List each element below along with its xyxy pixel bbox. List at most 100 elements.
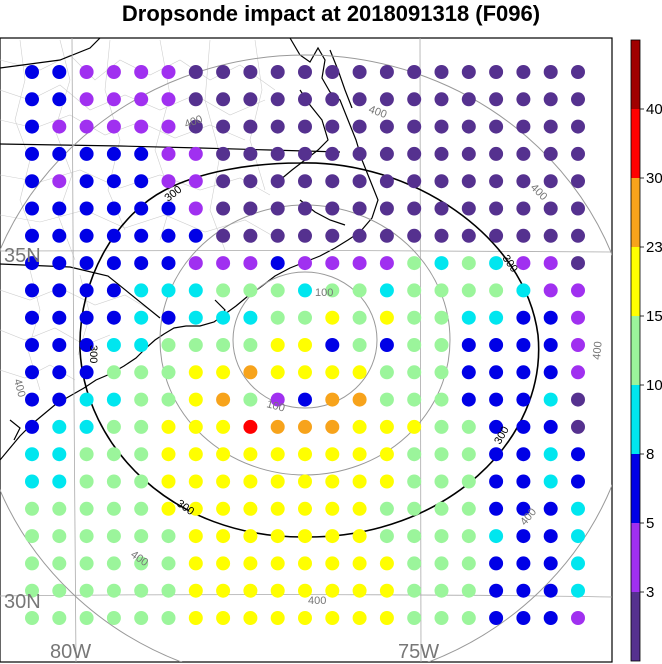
- impact-dot: [52, 228, 67, 243]
- impact-dot: [516, 119, 531, 134]
- colorbar: 3 5 8 10 15 23 30 40: [630, 39, 662, 662]
- impact-dot: [52, 283, 67, 298]
- impact-dot: [25, 228, 39, 243]
- impact-dot: [161, 365, 176, 380]
- impact-dot: [461, 119, 476, 134]
- impact-dot: [352, 92, 367, 107]
- ring-label-gray: 400: [11, 378, 27, 399]
- impact-dot: [243, 611, 258, 625]
- impact-dot: [161, 556, 176, 571]
- impact-dot: [106, 338, 121, 352]
- impact-dot: [434, 392, 449, 407]
- impact-dot: [489, 146, 504, 161]
- impact-dot: [543, 529, 558, 544]
- impact-dot: [134, 529, 149, 544]
- impact-dot: [352, 583, 367, 598]
- impact-dot: [161, 174, 176, 189]
- impact-dot: [434, 146, 449, 161]
- impact-dot: [243, 474, 258, 489]
- impact-dot: [571, 65, 585, 79]
- impact-dot: [106, 611, 121, 625]
- impact-dot: [25, 256, 39, 271]
- impact-dot: [216, 201, 231, 216]
- impact-dot: [216, 92, 231, 107]
- impact-dot: [543, 365, 558, 380]
- impact-dot: [52, 611, 67, 625]
- impact-dot: [79, 146, 94, 161]
- colorbar-segment: [631, 385, 640, 454]
- impact-dot: [461, 310, 476, 325]
- impact-dot: [379, 119, 394, 134]
- impact-dot: [79, 556, 94, 571]
- impact-dot: [325, 283, 340, 298]
- impact-dot: [325, 501, 340, 516]
- impact-dot: [461, 447, 476, 462]
- impact-dot: [461, 146, 476, 161]
- impact-dot: [571, 92, 585, 107]
- impact-dot: [489, 310, 504, 325]
- impact-dot: [25, 146, 39, 161]
- impact-dot: [134, 228, 149, 243]
- impact-dot: [188, 119, 203, 134]
- impact-dot: [571, 119, 585, 134]
- impact-dot: [161, 529, 176, 544]
- impact-dot: [270, 201, 285, 216]
- impact-dot: [461, 65, 476, 79]
- impact-dot: [188, 529, 203, 544]
- impact-dot: [243, 310, 258, 325]
- impact-dot: [188, 65, 203, 79]
- impact-dot: [489, 392, 504, 407]
- impact-dot: [52, 310, 67, 325]
- impact-dot: [52, 365, 67, 380]
- impact-dot: [516, 392, 531, 407]
- impact-dot: [516, 146, 531, 161]
- impact-dot: [325, 474, 340, 489]
- impact-dot: [52, 119, 67, 134]
- impact-dot: [379, 92, 394, 107]
- impact-dot: [270, 419, 285, 434]
- impact-dot: [407, 174, 422, 189]
- impact-dot: [243, 501, 258, 516]
- impact-dot: [243, 419, 258, 434]
- impact-dot: [79, 611, 94, 625]
- impact-dot: [161, 447, 176, 462]
- impact-dot: [543, 583, 558, 598]
- impact-dot: [25, 119, 39, 134]
- impact-dot: [407, 65, 422, 79]
- impact-dot: [216, 174, 231, 189]
- impact-dot: [52, 419, 67, 434]
- impact-dot: [543, 228, 558, 243]
- impact-dot: [216, 365, 231, 380]
- impact-dot: [243, 92, 258, 107]
- impact-dot: [106, 529, 121, 544]
- impact-dot: [188, 283, 203, 298]
- impact-dot: [298, 201, 312, 216]
- impact-dot: [270, 174, 285, 189]
- impact-dot: [298, 65, 312, 79]
- impact-dot: [516, 583, 531, 598]
- impact-dot: [352, 419, 367, 434]
- impact-dot: [516, 501, 531, 516]
- impact-dot: [379, 556, 394, 571]
- impact-dot: [543, 501, 558, 516]
- colorbar-segment: [631, 178, 640, 247]
- impact-dot: [161, 338, 176, 352]
- impact-dot: [106, 365, 121, 380]
- impact-dot: [270, 338, 285, 352]
- impact-dot: [298, 310, 312, 325]
- impact-dot: [298, 611, 312, 625]
- impact-dot: [25, 447, 39, 462]
- ring-label-gray: 400: [183, 113, 204, 131]
- impact-dot: [461, 365, 476, 380]
- impact-dot: [325, 201, 340, 216]
- impact-dot: [298, 256, 312, 271]
- colorbar-label: 10: [646, 377, 662, 394]
- impact-dot: [489, 501, 504, 516]
- impact-dot: [52, 501, 67, 516]
- impact-dot: [543, 201, 558, 216]
- impact-dot: [325, 419, 340, 434]
- impact-dot: [243, 583, 258, 598]
- impact-dot: [434, 611, 449, 625]
- impact-dot: [571, 611, 585, 625]
